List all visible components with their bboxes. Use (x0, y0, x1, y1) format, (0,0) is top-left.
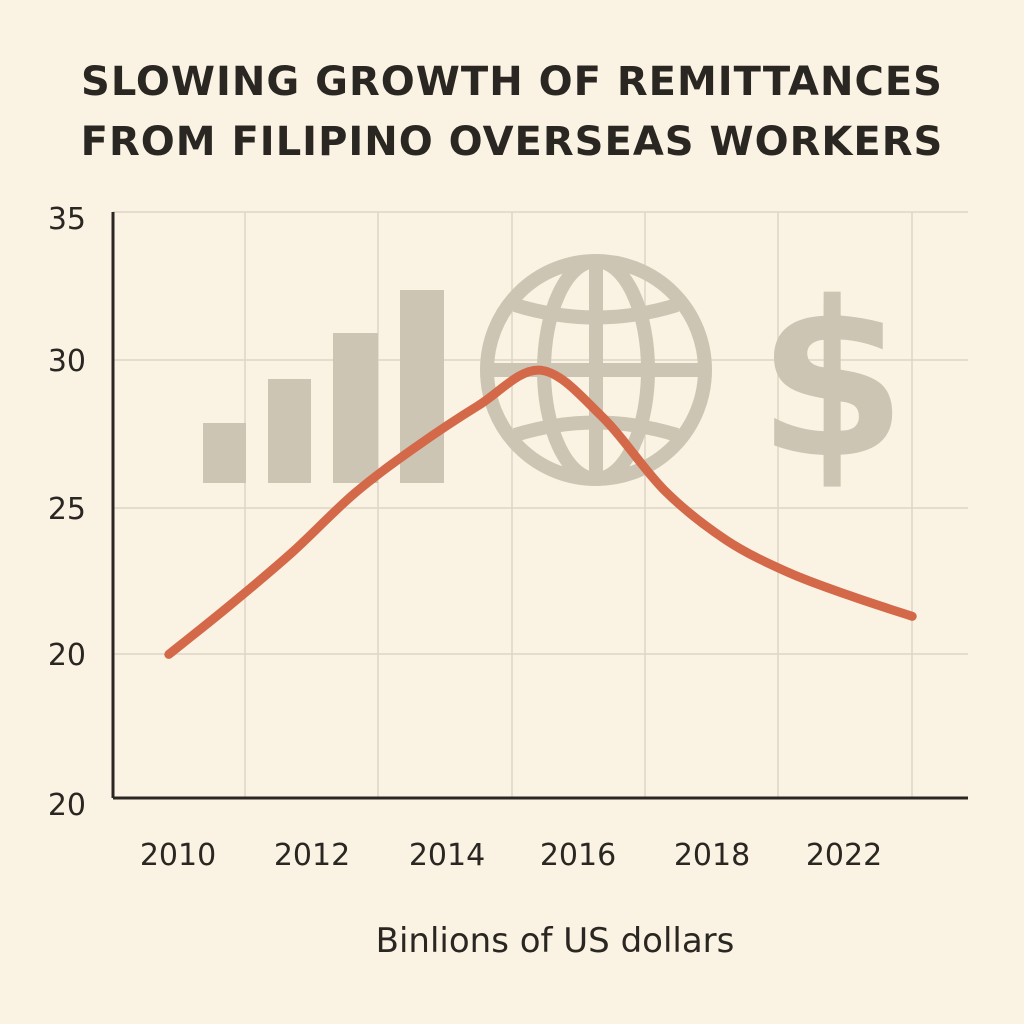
bar-chart-icon (203, 290, 444, 483)
dollar-sign-icon: $ (757, 255, 907, 506)
x-axis-ticks: 2010 2012 2014 2016 2018 2022 (140, 838, 882, 873)
y-tick-label: 20 (48, 788, 86, 823)
y-tick-label: 20 (48, 638, 86, 673)
x-tick-label: 2016 (540, 838, 616, 873)
svg-text:$: $ (757, 255, 907, 506)
y-tick-label: 30 (48, 344, 86, 379)
series (164, 365, 917, 659)
background-decorations: $ (203, 254, 907, 506)
chart-title-line-1: SLOWING GROWTH OF REMITTANCES (81, 59, 943, 105)
x-axis-label: Binlions of US dollars (376, 921, 735, 961)
x-tick-label: 2010 (140, 838, 216, 873)
y-axis-ticks: 35 30 25 20 20 (48, 202, 86, 823)
axes (111, 212, 968, 800)
globe-icon (480, 254, 712, 486)
x-tick-label: 2014 (409, 838, 485, 873)
x-tick-label: 2022 (806, 838, 882, 873)
x-tick-label: 2012 (274, 838, 350, 873)
y-tick-label: 25 (48, 492, 86, 527)
x-tick-label: 2018 (674, 838, 750, 873)
chart-title-line-2: FROM FILIPINO OVERSEAS WORKERS (80, 119, 944, 165)
chart-title: SLOWING GROWTH OF REMITTANCES FROM FILIP… (0, 52, 1024, 172)
y-tick-label: 35 (48, 202, 86, 237)
